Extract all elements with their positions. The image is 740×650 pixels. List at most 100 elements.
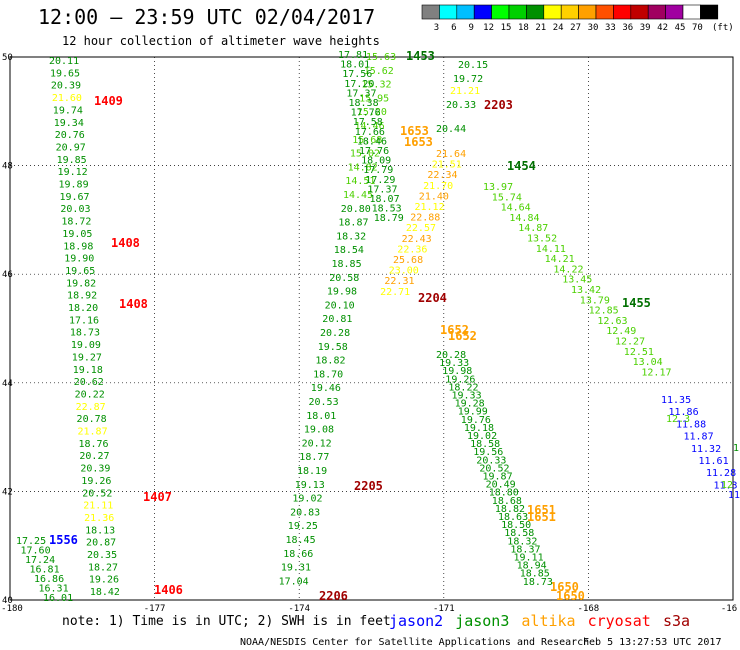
wave-height-value: 18.82 bbox=[315, 356, 345, 367]
wave-height-value: 19.76 bbox=[461, 415, 491, 426]
wave-height-value: 19.02 bbox=[467, 431, 497, 442]
wave-height-value: 21.40 bbox=[419, 191, 449, 202]
legend-swatch bbox=[526, 4, 545, 20]
wave-height-value: 13.04 bbox=[633, 357, 663, 368]
wave-height-value: 16.01 bbox=[43, 593, 73, 604]
wave-height-value: 20.28 bbox=[320, 328, 350, 339]
satellite-label-altika: altika bbox=[521, 612, 575, 630]
y-tick-label: 42 bbox=[2, 487, 13, 497]
legend-unit: (ft) bbox=[712, 23, 734, 33]
wave-height-value: 18.68 bbox=[492, 496, 522, 507]
wave-height-value: 18.98 bbox=[63, 241, 93, 252]
wave-height-value: 18.19 bbox=[297, 466, 327, 477]
wave-height-value: 19.18 bbox=[464, 423, 494, 434]
wave-height-value: 20.35 bbox=[87, 550, 117, 561]
wave-height-value: 12.85 bbox=[589, 306, 619, 317]
wave-height-value: 19.65 bbox=[50, 68, 80, 79]
pass-time-label: 2206 bbox=[319, 589, 348, 603]
wave-height-value: 14.82 bbox=[348, 162, 378, 173]
wave-height-value: 19.87 bbox=[483, 472, 513, 483]
wave-height-value: 15.74 bbox=[492, 192, 522, 203]
wave-height-value: 13.52 bbox=[527, 234, 557, 245]
wave-height-value: 14.64 bbox=[501, 203, 531, 214]
wave-height-value: 15.32 bbox=[361, 80, 391, 91]
wave-height-value: 19.12 bbox=[58, 167, 88, 178]
wave-height-value: 19.74 bbox=[53, 105, 83, 116]
wave-height-value: 17.76 bbox=[351, 108, 381, 119]
wave-height-value: 11.28 bbox=[706, 468, 736, 479]
satellite-label-jason3: jason3 bbox=[455, 612, 509, 630]
wave-height-value: 18.76 bbox=[78, 439, 108, 450]
legend-swatch bbox=[560, 4, 579, 20]
wave-height-value: 18.45 bbox=[286, 535, 316, 546]
legend-swatch bbox=[665, 4, 684, 20]
wave-height-value: 18.13 bbox=[85, 525, 115, 536]
wave-height-value: 17.04 bbox=[279, 576, 309, 587]
pass-time-label: 1651 bbox=[527, 503, 556, 517]
legend-label: 33 bbox=[605, 23, 616, 33]
wave-height-value: 22.43 bbox=[402, 234, 432, 245]
wave-height-value: 19.09 bbox=[71, 340, 101, 351]
legend-label: 27 bbox=[570, 23, 581, 33]
wave-height-value: 19.99 bbox=[458, 407, 488, 418]
wave-height-value: 21.64 bbox=[436, 149, 466, 160]
wave-height-value: 18.58 bbox=[470, 439, 500, 450]
wave-height-value: 14.21 bbox=[545, 254, 575, 265]
wave-height-value: 18.77 bbox=[299, 452, 329, 463]
pass-time-label: 1408 bbox=[111, 236, 140, 250]
legend-swatch bbox=[439, 4, 458, 20]
wave-height-value: 19.98 bbox=[327, 287, 357, 298]
wave-height-value: 17.79 bbox=[363, 165, 393, 176]
color-legend: 3 6 9 12 15 18 21 24 27 30 33 36 39 42 45 70 bbox=[421, 4, 719, 33]
wave-height-value: 11.61 bbox=[699, 456, 729, 467]
wave-height-value: 19.33 bbox=[439, 358, 469, 369]
wave-height-value: 20.10 bbox=[325, 300, 355, 311]
wave-height-value: 17.58 bbox=[353, 117, 383, 128]
wave-height-value: 18.87 bbox=[338, 218, 368, 229]
pass-time-label: 1650 bbox=[550, 580, 579, 594]
legend-label: 45 bbox=[675, 23, 686, 33]
wave-height-value: 22.71 bbox=[380, 287, 410, 298]
wave-height-value: 19.33 bbox=[452, 391, 482, 402]
wave-height-value: 20.76 bbox=[55, 130, 85, 141]
wave-height-value: 16.31 bbox=[39, 584, 69, 595]
wave-height-value: 11.32 bbox=[691, 444, 721, 455]
legend-label: 36 bbox=[622, 23, 633, 33]
wave-height-value: 22.57 bbox=[406, 223, 436, 234]
legend-swatch bbox=[491, 4, 510, 20]
wave-height-value: 18.73 bbox=[70, 328, 100, 339]
wave-height-value: 14.51 bbox=[345, 176, 375, 187]
wave-height-value: 18.92 bbox=[67, 291, 97, 302]
wave-height-value: 22.31 bbox=[384, 276, 414, 287]
legend-label: 6 bbox=[451, 23, 456, 33]
wave-height-value: 17.25 bbox=[16, 536, 46, 547]
generated-timestamp: Feb 5 13:27:53 UTC 2017 bbox=[583, 637, 721, 648]
wave-height-value: 25.68 bbox=[393, 255, 423, 266]
pass-time-label: 1407 bbox=[143, 490, 172, 504]
wave-height-value: 11 bbox=[728, 490, 740, 501]
wave-height-value: 14.22 bbox=[553, 264, 583, 275]
wave-height-value: 20.15 bbox=[458, 60, 488, 71]
wave-height-value: 15.68 bbox=[352, 135, 382, 146]
wave-height-value: 20.83 bbox=[290, 507, 320, 518]
axis-ticks: -180 -177 -174 -171 -168 -16 50 48 46 44 42 40 bbox=[1, 53, 737, 614]
wave-height-value: 17.29 bbox=[365, 175, 395, 186]
satellite-label-s3a: s3a bbox=[663, 612, 690, 630]
wave-height-value: 21.87 bbox=[78, 427, 108, 438]
x-tick-label: -180 bbox=[1, 604, 23, 614]
wave-height-value: 18.82 bbox=[495, 504, 525, 515]
pass-time-label: 1453 bbox=[406, 49, 435, 63]
wave-height-value: 20.53 bbox=[309, 397, 339, 408]
wave-height-value: 19.18 bbox=[73, 365, 103, 376]
wave-height-value: 13.79 bbox=[580, 295, 610, 306]
wave-height-value: 18.70 bbox=[313, 369, 343, 380]
wave-height-value: 18.42 bbox=[90, 587, 120, 598]
wave-height-value: 19.26 bbox=[81, 476, 111, 487]
wave-height-value: 21.60 bbox=[52, 93, 82, 104]
legend-label: 15 bbox=[501, 23, 512, 33]
wave-height-value: 15.20 bbox=[357, 107, 387, 118]
wave-height-value: 20.33 bbox=[476, 455, 506, 466]
legend-swatch bbox=[700, 4, 719, 20]
wave-height-value: 11.87 bbox=[684, 432, 714, 443]
wave-height-value: 11.35 bbox=[661, 395, 691, 406]
